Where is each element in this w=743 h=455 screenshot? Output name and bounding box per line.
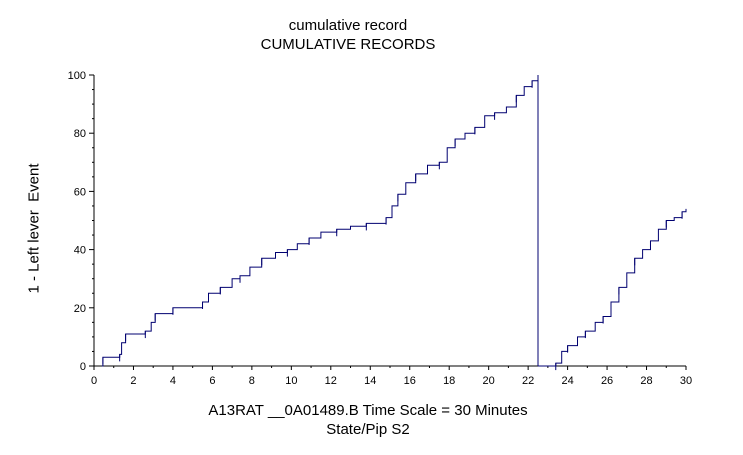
- x-tick-label: 6: [209, 375, 215, 387]
- x-tick-label: 12: [325, 375, 337, 387]
- y-axis-label: 1 - Left lever Event: [25, 163, 43, 294]
- x-tick-label: 22: [522, 375, 534, 387]
- series-line-1: [101, 75, 539, 367]
- y-tick-label: 60: [74, 186, 86, 198]
- x-axis-sublabel: State/Pip S2: [326, 421, 410, 438]
- x-tick-label: 16: [404, 375, 416, 387]
- x-tick-label: 30: [680, 375, 692, 387]
- x-tick-label: 4: [170, 375, 176, 387]
- x-axis-label: A13RAT __0A01489.B Time Scale = 30 Minut…: [208, 402, 528, 419]
- x-tick-label: 2: [130, 375, 136, 387]
- x-tick-label: 0: [91, 375, 97, 387]
- chart-title: cumulative record: [288, 17, 408, 34]
- x-tick-label: 24: [561, 375, 573, 387]
- y-tick-label: 20: [74, 303, 86, 315]
- x-tick-label: 26: [601, 375, 613, 387]
- y-tick-label: 80: [74, 128, 86, 140]
- x-tick-label: 18: [443, 375, 455, 387]
- x-tick-label: 10: [285, 375, 297, 387]
- y-tick-label: 40: [74, 245, 86, 257]
- x-tick-label: 20: [483, 375, 495, 387]
- x-tick-label: 8: [249, 375, 255, 387]
- series-line-2: [538, 208, 687, 367]
- x-tick-label: 28: [640, 375, 652, 387]
- y-tick-label: 0: [80, 361, 86, 373]
- x-tick-label: 14: [364, 375, 376, 387]
- y-tick-label: 100: [68, 70, 86, 82]
- chart-subtitle: CUMULATIVE RECORDS: [260, 36, 436, 53]
